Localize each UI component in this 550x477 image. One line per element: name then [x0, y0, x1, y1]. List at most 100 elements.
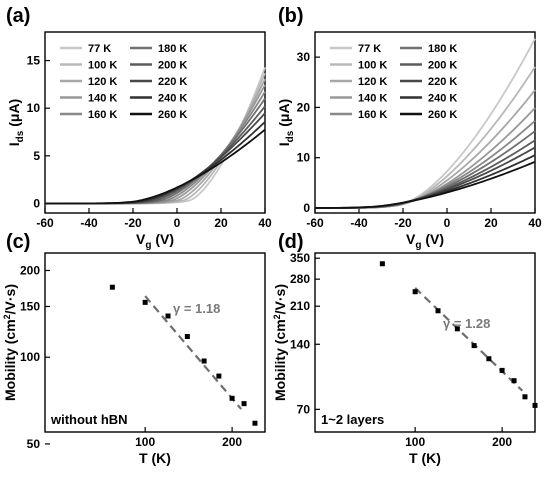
y-axis-label-unit: /V·s) — [2, 284, 18, 314]
panel-letter: (d) — [278, 231, 304, 253]
y-axis-label-main: I — [276, 142, 292, 146]
x-tick-label: 20 — [214, 216, 228, 230]
y-axis-label-unit: /V·s) — [272, 284, 288, 314]
panel-letter: (a) — [6, 5, 30, 27]
y-tick-label: 0 — [33, 196, 40, 210]
x-axis-label: Vg (V) — [136, 231, 174, 251]
data-point — [379, 261, 385, 267]
series-line-240k — [45, 121, 266, 205]
y-axis-label: Ids (μA) — [6, 99, 26, 146]
legend-label: 77 K — [358, 43, 381, 55]
legend-label: 77 K — [88, 43, 111, 55]
x-axis-label-sub: g — [415, 240, 421, 251]
x-tick-label: 200 — [222, 435, 242, 449]
data-point — [229, 395, 235, 401]
y-axis-label-sup: 2 — [272, 314, 282, 319]
legend-label: 100 K — [358, 60, 387, 72]
panel-annotation: without hBN — [50, 412, 128, 427]
panel-annotation: 1~2 layers — [321, 412, 384, 427]
x-tick-label: -20 — [124, 216, 142, 230]
y-axis-label: Ids (μA) — [276, 99, 296, 146]
x-axis-label-main: V — [406, 231, 416, 247]
series-line-77k — [45, 67, 266, 205]
fit-line — [144, 295, 243, 410]
data-point — [412, 289, 418, 295]
data-point — [216, 373, 222, 379]
data-point — [241, 401, 247, 407]
data-point — [435, 308, 441, 314]
y-axis-label: Mobility (cm2/V·s) — [272, 284, 288, 401]
x-tick-label: 100 — [405, 435, 425, 449]
x-tick-label: 100 — [135, 435, 155, 449]
y-tick-label: 5 — [33, 149, 40, 163]
data-point — [165, 313, 171, 319]
x-tick-label: 0 — [444, 216, 451, 230]
data-point — [184, 333, 190, 339]
data-point — [109, 284, 115, 290]
series-line-100k — [45, 72, 266, 205]
series-line-260k — [315, 160, 536, 209]
legend-label: 160 K — [358, 109, 387, 121]
y-tick-label: 150 — [20, 299, 40, 313]
x-tick-label: -60 — [306, 216, 324, 230]
panel-letter: (c) — [6, 231, 30, 253]
y-axis-label-main: I — [6, 142, 22, 146]
data-point — [252, 420, 258, 426]
x-tick-label: 40 — [528, 216, 542, 230]
y-tick-label: 350 — [290, 251, 310, 265]
fit-line — [414, 287, 524, 392]
data-point — [471, 343, 477, 349]
plot-frame — [314, 252, 536, 433]
x-tick-label: 200 — [492, 435, 512, 449]
y-tick-label: 10 — [297, 151, 311, 165]
legend-label: 200 K — [158, 60, 187, 72]
data-point — [454, 326, 460, 332]
data-point — [486, 356, 492, 362]
x-axis-label-unit: (V) — [421, 231, 444, 247]
legend-label: 240 K — [158, 93, 187, 105]
x-axis-label: T (K) — [139, 450, 171, 466]
y-tick-label: 70 — [297, 402, 311, 416]
x-tick-label: 0 — [174, 216, 181, 230]
x-axis-label-unit: (V) — [151, 231, 174, 247]
legend-label: 260 K — [158, 109, 187, 121]
legend-label: 160 K — [88, 109, 117, 121]
panel-2: (c) 100 200 50 100 150 200 T (K) Mobility (cm2/V… — [2, 231, 266, 466]
legend-label: 240 K — [428, 93, 457, 105]
y-tick-label: 0 — [303, 201, 310, 215]
data-point — [522, 394, 528, 400]
x-axis-label: T (K) — [409, 450, 441, 466]
y-tick-label: 20 — [297, 100, 311, 114]
data-point — [142, 299, 148, 305]
legend-label: 180 K — [428, 43, 457, 55]
x-axis-label: Vg (V) — [406, 231, 444, 251]
plot-frame — [44, 252, 266, 433]
x-axis-label-main: V — [136, 231, 146, 247]
y-axis-label-unit: (μA) — [276, 99, 292, 131]
data-point — [532, 402, 538, 408]
x-tick-label: -60 — [36, 216, 54, 230]
y-tick-label: 100 — [20, 350, 40, 364]
x-axis-label-sub: g — [145, 240, 151, 251]
y-tick-label: 140 — [290, 337, 310, 351]
y-tick-label: 200 — [20, 263, 40, 277]
plot-frame — [314, 31, 536, 214]
legend-label: 220 K — [158, 76, 187, 88]
y-tick-label: 50 — [27, 437, 41, 451]
series-line-240k — [314, 154, 536, 209]
y-axis-label-sub: ds — [285, 130, 296, 142]
series-line-100k — [315, 66, 536, 209]
legend-label: 120 K — [88, 76, 117, 88]
legend-label: 140 K — [358, 93, 387, 105]
fit-label: γ = 1.28 — [443, 316, 490, 331]
legend-label: 180 K — [158, 43, 187, 55]
y-tick-label: 210 — [290, 299, 310, 313]
legend-label: 100 K — [88, 60, 117, 72]
y-axis-label-sub: ds — [15, 130, 26, 142]
y-axis-label-main: Mobility (cm — [2, 319, 18, 401]
fit-label: γ = 1.18 — [173, 301, 220, 316]
y-axis-label-main: Mobility (cm — [272, 319, 288, 401]
x-tick-label: -40 — [80, 216, 98, 230]
